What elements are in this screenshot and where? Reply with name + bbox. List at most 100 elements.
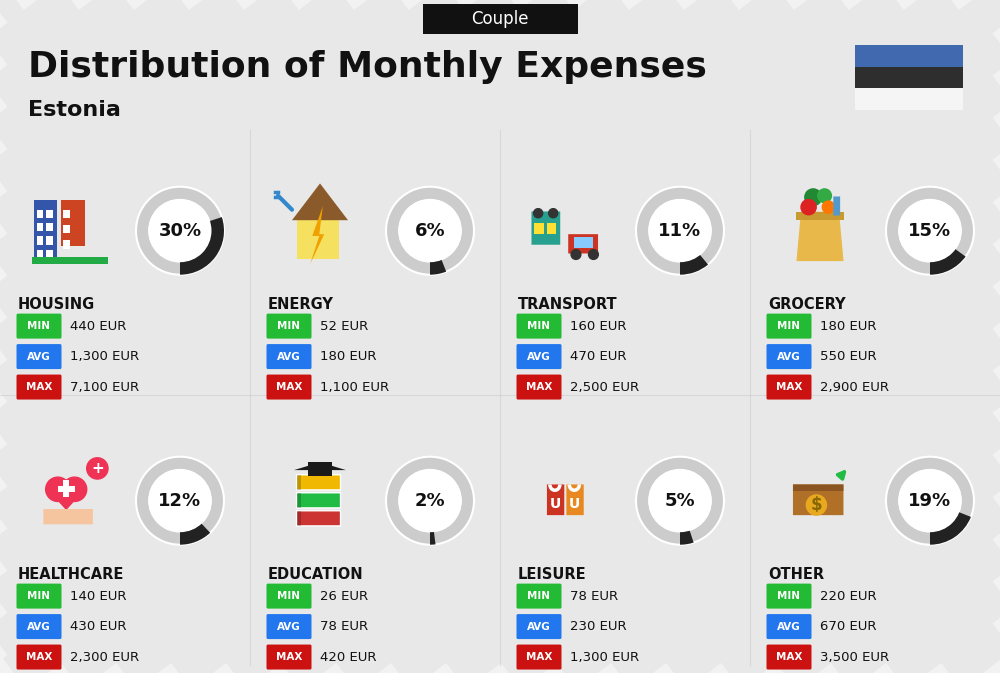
FancyBboxPatch shape xyxy=(266,344,312,369)
FancyBboxPatch shape xyxy=(422,4,578,34)
Text: 440 EUR: 440 EUR xyxy=(70,320,126,332)
Circle shape xyxy=(649,470,711,532)
FancyBboxPatch shape xyxy=(16,583,62,608)
Circle shape xyxy=(806,495,826,515)
FancyBboxPatch shape xyxy=(46,236,53,245)
FancyBboxPatch shape xyxy=(547,485,564,515)
FancyBboxPatch shape xyxy=(58,487,75,493)
FancyBboxPatch shape xyxy=(566,485,584,515)
Text: AVG: AVG xyxy=(777,622,801,631)
FancyBboxPatch shape xyxy=(16,344,62,369)
FancyBboxPatch shape xyxy=(37,250,43,258)
Text: 19%: 19% xyxy=(908,492,952,509)
Circle shape xyxy=(571,250,581,259)
FancyBboxPatch shape xyxy=(534,223,544,234)
Polygon shape xyxy=(294,462,346,470)
FancyBboxPatch shape xyxy=(855,88,963,110)
Polygon shape xyxy=(47,489,85,510)
Text: ENERGY: ENERGY xyxy=(268,297,334,312)
Text: 5%: 5% xyxy=(665,492,695,509)
Text: 180 EUR: 180 EUR xyxy=(320,350,376,363)
Wedge shape xyxy=(180,217,224,275)
FancyBboxPatch shape xyxy=(531,211,560,245)
FancyBboxPatch shape xyxy=(37,210,43,218)
Text: HOUSING: HOUSING xyxy=(18,297,95,312)
Polygon shape xyxy=(796,212,844,261)
FancyBboxPatch shape xyxy=(767,314,812,339)
FancyBboxPatch shape xyxy=(796,212,844,220)
Circle shape xyxy=(62,477,87,501)
FancyBboxPatch shape xyxy=(266,645,312,670)
Circle shape xyxy=(46,477,70,501)
FancyBboxPatch shape xyxy=(34,201,57,261)
Polygon shape xyxy=(292,184,348,220)
FancyBboxPatch shape xyxy=(855,67,963,88)
Text: 2,500 EUR: 2,500 EUR xyxy=(570,380,639,394)
FancyBboxPatch shape xyxy=(793,485,843,491)
Text: LEISURE: LEISURE xyxy=(518,567,587,582)
FancyBboxPatch shape xyxy=(37,236,43,245)
Wedge shape xyxy=(886,186,974,275)
Wedge shape xyxy=(680,530,694,544)
Text: Estonia: Estonia xyxy=(28,100,121,120)
Text: 12%: 12% xyxy=(158,492,202,509)
Wedge shape xyxy=(180,523,210,544)
Text: 52 EUR: 52 EUR xyxy=(320,320,368,332)
FancyBboxPatch shape xyxy=(516,583,562,608)
Text: 15%: 15% xyxy=(908,221,952,240)
Text: MAX: MAX xyxy=(776,652,802,662)
Circle shape xyxy=(149,470,211,532)
Text: 2,300 EUR: 2,300 EUR xyxy=(70,651,139,664)
FancyBboxPatch shape xyxy=(767,614,812,639)
Text: 670 EUR: 670 EUR xyxy=(820,620,876,633)
Text: 1,300 EUR: 1,300 EUR xyxy=(70,350,139,363)
Text: AVG: AVG xyxy=(527,351,551,361)
FancyBboxPatch shape xyxy=(516,344,562,369)
Circle shape xyxy=(87,458,108,479)
FancyBboxPatch shape xyxy=(767,375,812,400)
Circle shape xyxy=(399,470,461,532)
Circle shape xyxy=(801,199,816,215)
Circle shape xyxy=(822,201,834,213)
Text: 2,900 EUR: 2,900 EUR xyxy=(820,380,889,394)
FancyBboxPatch shape xyxy=(516,314,562,339)
Text: 430 EUR: 430 EUR xyxy=(70,620,126,633)
Text: +: + xyxy=(91,461,104,476)
FancyBboxPatch shape xyxy=(16,375,62,400)
Text: 7,100 EUR: 7,100 EUR xyxy=(70,380,139,394)
Text: $: $ xyxy=(811,496,822,514)
FancyBboxPatch shape xyxy=(855,45,963,67)
Text: 26 EUR: 26 EUR xyxy=(320,590,368,602)
Circle shape xyxy=(149,200,211,262)
FancyBboxPatch shape xyxy=(63,225,70,234)
Text: MAX: MAX xyxy=(526,382,552,392)
Text: AVG: AVG xyxy=(277,351,301,361)
Text: AVG: AVG xyxy=(27,351,51,361)
Text: MIN: MIN xyxy=(778,321,800,331)
Text: 11%: 11% xyxy=(658,221,702,240)
FancyBboxPatch shape xyxy=(297,493,341,508)
FancyBboxPatch shape xyxy=(297,474,301,490)
Text: 160 EUR: 160 EUR xyxy=(570,320,626,332)
FancyBboxPatch shape xyxy=(297,220,339,258)
FancyBboxPatch shape xyxy=(63,480,69,497)
Circle shape xyxy=(899,470,961,532)
FancyBboxPatch shape xyxy=(16,614,62,639)
Wedge shape xyxy=(930,512,971,544)
FancyBboxPatch shape xyxy=(16,314,62,339)
Text: MAX: MAX xyxy=(26,652,52,662)
Text: U: U xyxy=(549,497,561,511)
FancyBboxPatch shape xyxy=(16,645,62,670)
Wedge shape xyxy=(386,457,474,544)
Wedge shape xyxy=(430,259,446,275)
Circle shape xyxy=(399,200,461,262)
Text: 1,300 EUR: 1,300 EUR xyxy=(570,651,639,664)
Text: 220 EUR: 220 EUR xyxy=(820,590,877,602)
Wedge shape xyxy=(136,186,224,275)
Text: 230 EUR: 230 EUR xyxy=(570,620,627,633)
Text: MAX: MAX xyxy=(276,652,302,662)
Text: MAX: MAX xyxy=(776,382,802,392)
Text: OTHER: OTHER xyxy=(768,567,824,582)
Text: HEALTHCARE: HEALTHCARE xyxy=(18,567,124,582)
Text: AVG: AVG xyxy=(277,622,301,631)
